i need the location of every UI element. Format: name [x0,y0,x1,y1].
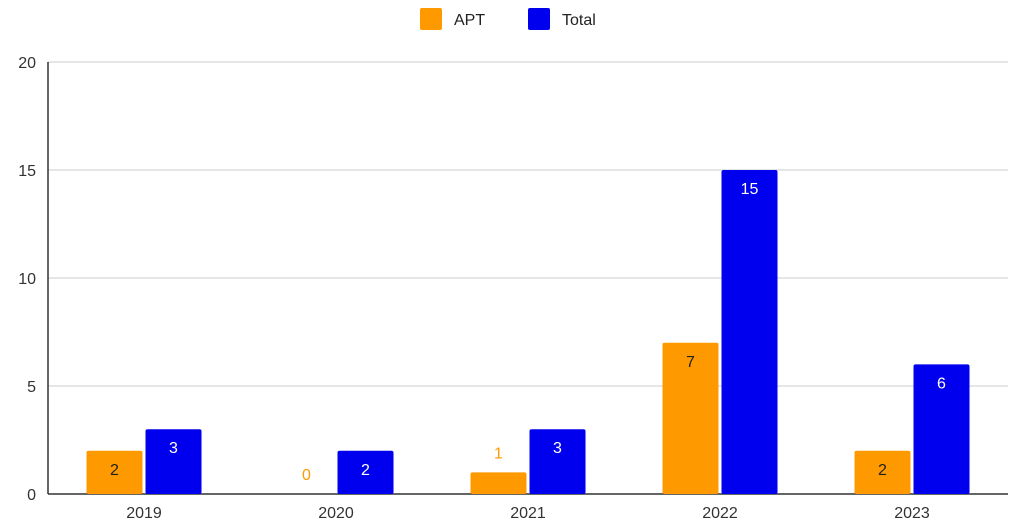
bar-apt-2023 [854,450,911,494]
bar-total-2021 [529,429,586,494]
y-tick-label: 20 [18,55,36,72]
data-label: 7 [686,354,695,371]
legend-label-apt: APT [454,12,485,29]
data-label: 0 [302,467,311,484]
bar-total-2022 [721,170,778,494]
data-labels: 2 0 1 7 2 3 2 3 15 6 [110,181,946,484]
data-label: 1 [494,445,503,462]
data-label: 2 [110,462,119,479]
data-label: 2 [878,462,887,479]
x-tick-label: 2023 [894,505,930,522]
legend-swatch-total [528,8,550,30]
data-label: 6 [937,375,946,392]
data-label: 2 [361,462,370,479]
y-tick-label: 0 [27,487,36,504]
data-label: 3 [169,440,178,457]
legend: APT Total [420,8,596,30]
x-tick-label: 2019 [126,505,162,522]
x-tick-label: 2021 [510,505,546,522]
legend-swatch-apt [420,8,442,30]
x-tick-label: 2020 [318,505,354,522]
data-label: 15 [741,181,759,198]
bar-total-2020 [337,450,394,494]
data-label: 3 [553,440,562,457]
bar-total-2023 [913,364,970,494]
bar-apt-2022 [662,342,719,494]
bar-apt-2021 [470,472,527,494]
y-tick-label: 15 [18,163,36,180]
legend-label-total: Total [562,12,596,29]
bar-apt-2019 [86,450,143,494]
y-tick-label: 10 [18,271,36,288]
y-tick-label: 5 [27,379,36,396]
x-tick-label: 2022 [702,505,738,522]
gridlines [48,61,1008,387]
bars [86,170,970,494]
bar-total-2019 [145,429,202,494]
